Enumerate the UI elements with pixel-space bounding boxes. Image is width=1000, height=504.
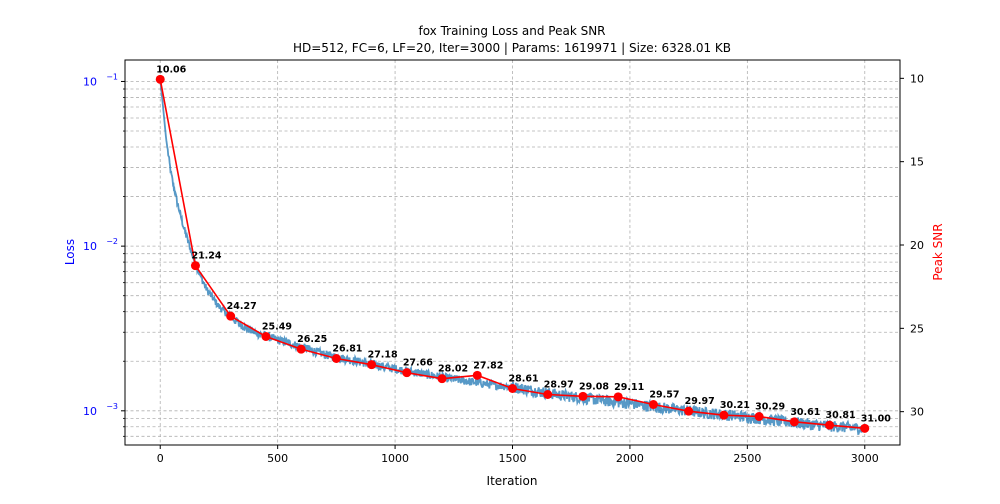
psnr-data-label: 31.00 (861, 413, 891, 424)
x-tick-label: 1500 (499, 452, 527, 465)
x-axis-ticks: 0 500 1000 1500 2000 2500 3000 (157, 445, 879, 465)
psnr-data-labels: 10.06 21.24 24.27 25.49 26.25 26.81 27.18 27.66… (156, 64, 891, 424)
left-tick-label: 10 (83, 240, 97, 253)
psnr-point (684, 406, 694, 416)
right-tick-label: 30 (910, 406, 924, 419)
right-tick-label: 15 (910, 156, 924, 169)
psnr-point (719, 410, 729, 420)
psnr-data-label: 30.29 (755, 402, 785, 413)
psnr-point (543, 390, 553, 399)
psnr-data-label: 29.11 (614, 382, 644, 393)
psnr-data-label: 30.81 (826, 410, 856, 421)
psnr-data-label: 27.66 (403, 358, 433, 369)
psnr-point (331, 354, 341, 363)
psnr-data-label: 29.08 (579, 381, 609, 392)
psnr-data-label: 28.02 (438, 364, 468, 375)
left-tick-exponent: −2 (106, 237, 118, 246)
left-tick-exponent: −3 (106, 402, 118, 411)
psnr-data-label: 29.57 (649, 390, 679, 401)
right-tick-label: 20 (910, 239, 924, 252)
x-tick-label: 500 (267, 452, 288, 465)
psnr-data-label: 29.97 (685, 396, 715, 407)
left-axis-ticks: 10 −1 10 −2 10 −3 (83, 72, 125, 437)
psnr-data-label: 26.25 (297, 334, 327, 345)
psnr-point (296, 344, 306, 354)
psnr-point (367, 360, 377, 370)
left-axis-label: Loss (63, 239, 77, 265)
psnr-point (754, 412, 764, 421)
psnr-point (789, 417, 799, 427)
x-tick-label: 3000 (851, 452, 879, 465)
psnr-point (578, 391, 588, 401)
psnr-data-label: 30.21 (720, 400, 750, 411)
psnr-point (402, 368, 412, 378)
x-tick-label: 0 (157, 452, 164, 465)
psnr-data-label: 30.61 (790, 407, 820, 418)
left-tick-label: 10 (83, 75, 97, 88)
x-tick-label: 2000 (616, 452, 644, 465)
left-tick-label: 10 (83, 405, 97, 418)
psnr-point (648, 400, 658, 409)
psnr-series (155, 74, 870, 433)
psnr-point (226, 311, 236, 321)
x-tick-label: 1000 (381, 452, 409, 465)
psnr-data-label: 25.49 (262, 322, 292, 333)
psnr-data-label: 26.81 (332, 344, 362, 355)
psnr-point (613, 392, 623, 402)
psnr-data-label: 24.27 (227, 301, 257, 312)
psnr-data-label: 27.82 (473, 360, 503, 371)
right-tick-label: 25 (910, 322, 924, 335)
left-tick-exponent: −1 (106, 72, 118, 81)
right-axis-ticks: 10 15 20 25 30 (900, 72, 924, 419)
psnr-data-label: 28.61 (509, 374, 539, 385)
psnr-point (508, 384, 517, 393)
psnr-point (261, 332, 271, 341)
psnr-data-label: 27.18 (368, 350, 398, 361)
x-tick-label: 2500 (733, 452, 761, 465)
grid-lines (125, 60, 900, 445)
psnr-data-label: 28.97 (544, 380, 574, 391)
psnr-point (825, 420, 835, 430)
psnr-point (860, 423, 870, 433)
psnr-point (190, 261, 200, 271)
psnr-point (437, 374, 447, 384)
chart-subtitle: HD=512, FC=6, LF=20, Iter=3000 | Params:… (293, 41, 731, 55)
psnr-data-label: 10.06 (156, 64, 186, 75)
right-tick-label: 10 (910, 72, 924, 85)
psnr-point (472, 370, 482, 380)
psnr-data-label: 21.24 (191, 251, 221, 262)
x-axis-label: Iteration (487, 474, 538, 488)
chart-title: fox Training Loss and Peak SNR (418, 24, 605, 38)
psnr-point (155, 74, 165, 84)
right-axis-label: Peak SNR (931, 223, 945, 280)
